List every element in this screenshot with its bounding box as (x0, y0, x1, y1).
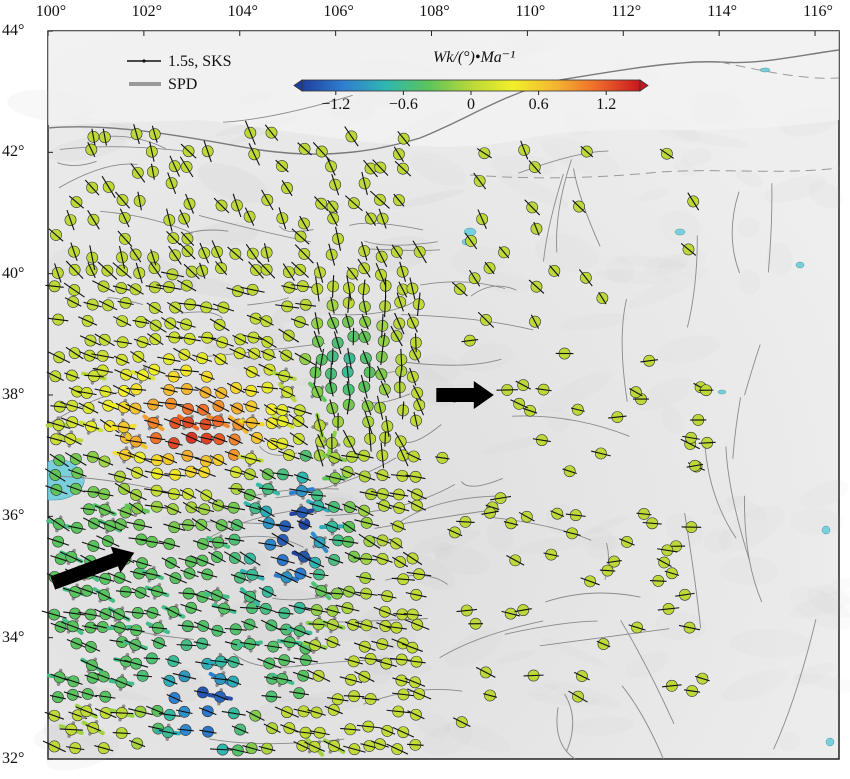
colorbar-tick-label: 0 (467, 96, 475, 113)
lake (464, 228, 476, 236)
station (549, 265, 560, 276)
x-tick-label: 100° (36, 3, 66, 21)
colorbar-tick-label: −1.2 (321, 96, 350, 113)
colorbar-tick-label: 0.6 (529, 96, 549, 113)
relief-patch (433, 543, 454, 560)
sks-legend-dot (142, 59, 145, 62)
lake (718, 390, 726, 394)
station (484, 262, 495, 274)
lake (675, 229, 685, 235)
spd-legend-label: SPD (168, 76, 197, 93)
x-tick-label: 106° (323, 3, 353, 21)
station (393, 194, 404, 206)
colorbar-tick-label: 1.2 (596, 96, 616, 113)
station (279, 384, 295, 400)
x-tick-label: 104° (228, 3, 258, 21)
y-tick-label: 38° (2, 386, 24, 404)
x-tick-label: 108° (419, 3, 449, 21)
y-tick-label: 34° (2, 629, 24, 647)
x-tick-label: 114° (707, 3, 737, 21)
sks-split-bar (497, 390, 518, 391)
colorbar-tick-label: −0.6 (389, 96, 418, 113)
sks-legend-label: 1.5s, SKS (168, 53, 232, 70)
station (498, 247, 509, 258)
lake (826, 738, 834, 746)
y-tick-label: 40° (2, 265, 24, 283)
x-tick-label: 112° (611, 3, 641, 21)
y-tick-label: 36° (2, 507, 24, 525)
y-tick-label: 42° (2, 143, 24, 161)
x-tick-label: 116° (803, 3, 833, 21)
sks-split-bar (416, 333, 417, 352)
x-tick-label: 102° (132, 3, 162, 21)
station (597, 292, 608, 304)
colorbar-ramp (302, 80, 640, 91)
y-tick-label: 44° (2, 22, 24, 40)
lake (796, 262, 804, 268)
x-tick-label: 110° (515, 3, 545, 21)
colorbar-title: Wk/(°)•Ma⁻¹ (433, 49, 515, 66)
sks-split-bar (331, 363, 332, 385)
lake (822, 526, 830, 534)
station (581, 146, 593, 157)
y-tick-label: 32° (2, 750, 24, 768)
